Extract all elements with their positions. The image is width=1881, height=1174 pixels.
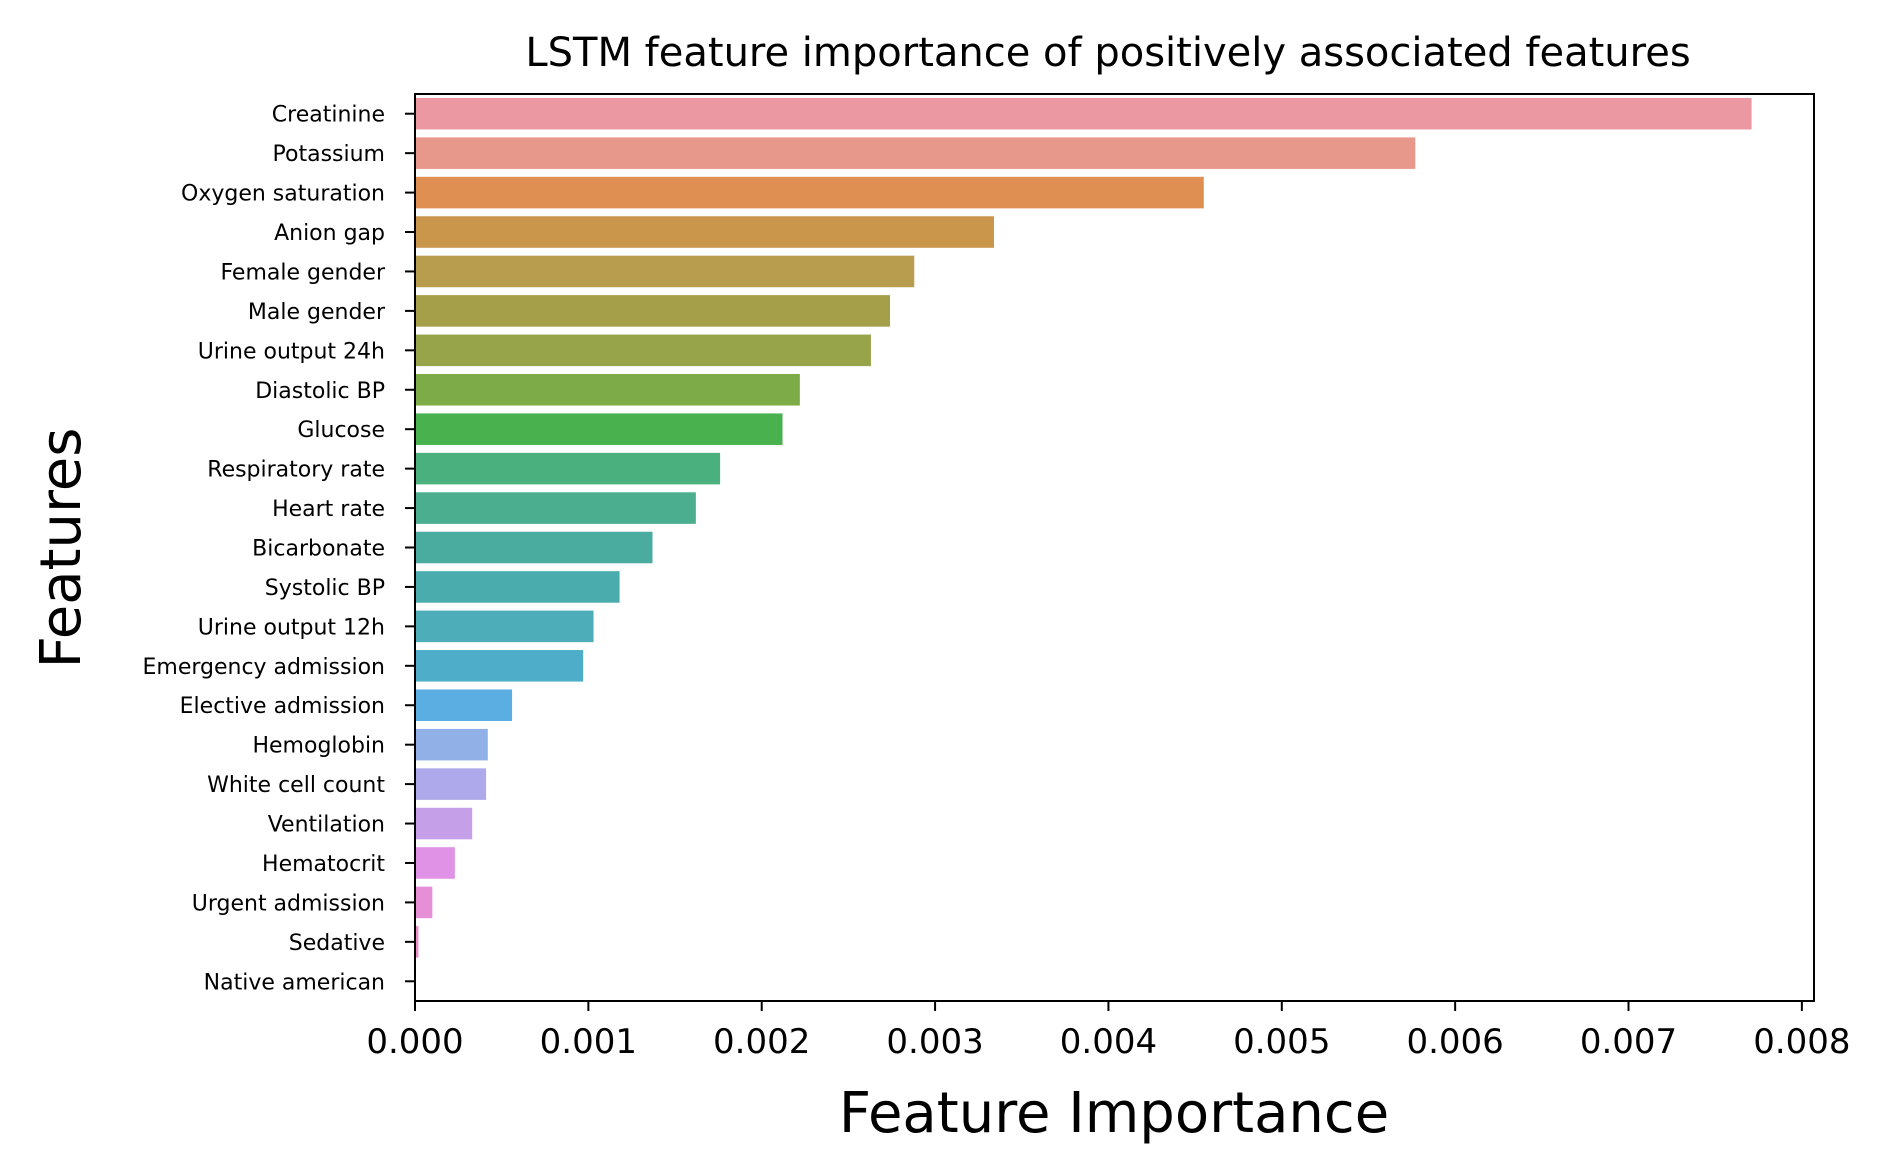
y-tick-label: Potassium [273,142,385,167]
bar-anion-gap [415,216,995,248]
y-tick-label: Urgent admission [192,891,385,916]
y-tick-label: Native american [204,970,385,995]
x-tick-label: 0.008 [1753,1022,1850,1062]
bar-elective-admission [415,689,513,722]
y-tick-label: Hemoglobin [252,734,385,759]
x-tick-label: 0.004 [1060,1022,1157,1062]
bar-emergency-admission [415,650,584,682]
bar-glucose [415,413,783,445]
y-tick-label: Bicarbonate [252,537,385,562]
bar-urine-output-24h [415,334,871,367]
x-axis-label: Feature Importance [839,1081,1389,1146]
x-tick-label: 0.003 [886,1022,983,1062]
y-tick-label: Urine output 12h [198,615,385,640]
bar-sedative [415,926,419,958]
y-tick-label: Heart rate [272,497,385,522]
bar-urgent-admission [415,886,433,919]
bar-potassium [415,137,1416,169]
x-tick-label: 0.000 [366,1022,463,1062]
y-tick-label: Ventilation [268,813,385,838]
bars-group [415,97,1752,958]
y-tick-label: Creatinine [272,103,385,128]
y-tick-label: Emergency admission [142,655,385,680]
bar-respiratory-rate [415,452,721,485]
bar-male-gender [415,295,891,327]
x-tick-label: 0.006 [1406,1022,1503,1062]
bar-ventilation [415,807,473,840]
x-tick-label: 0.005 [1233,1022,1330,1062]
y-tick-label: Male gender [248,300,386,325]
x-tick-label: 0.007 [1580,1022,1677,1062]
y-tick-label: Diastolic BP [255,379,385,404]
y-tick-label: Respiratory rate [207,458,385,483]
x-tick-label: 0.002 [713,1022,810,1062]
chart-title: LSTM feature importance of positively as… [525,30,1690,76]
bar-hemoglobin [415,728,488,761]
y-tick-label: Hematocrit [262,852,385,877]
x-axis: 0.000 0.001 0.002 0.003 0.004 0.005 0.006 0.007… [366,1001,1851,1062]
bar-systolic-bp [415,571,620,603]
y-axis-label: Features [29,428,94,669]
bar-urine-output-12h [415,610,594,643]
bar-female-gender [415,255,915,288]
y-axis: Creatinine Potassium Oxygen saturation Anio… [142,103,415,995]
y-tick-label: Female gender [220,260,385,285]
bar-bicarbonate [415,531,653,564]
y-tick-label: White cell count [207,773,385,798]
bar-white-cell-count [415,768,487,800]
y-tick-label: Systolic BP [265,576,385,601]
bar-heart-rate [415,492,696,524]
bar-oxygen-saturation [415,176,1204,209]
x-tick-label: 0.001 [540,1022,637,1062]
y-tick-label: Glucose [297,418,385,443]
y-tick-label: Anion gap [274,221,385,246]
y-tick-label: Urine output 24h [198,339,385,364]
y-tick-label: Elective admission [180,694,385,719]
y-tick-label: Oxygen saturation [181,182,385,207]
bar-diastolic-bp [415,373,800,406]
plot-frame [414,93,1815,1002]
y-tick-label: Sedative [289,931,385,956]
bar-hematocrit [415,847,455,879]
bar-creatinine [415,97,1752,130]
